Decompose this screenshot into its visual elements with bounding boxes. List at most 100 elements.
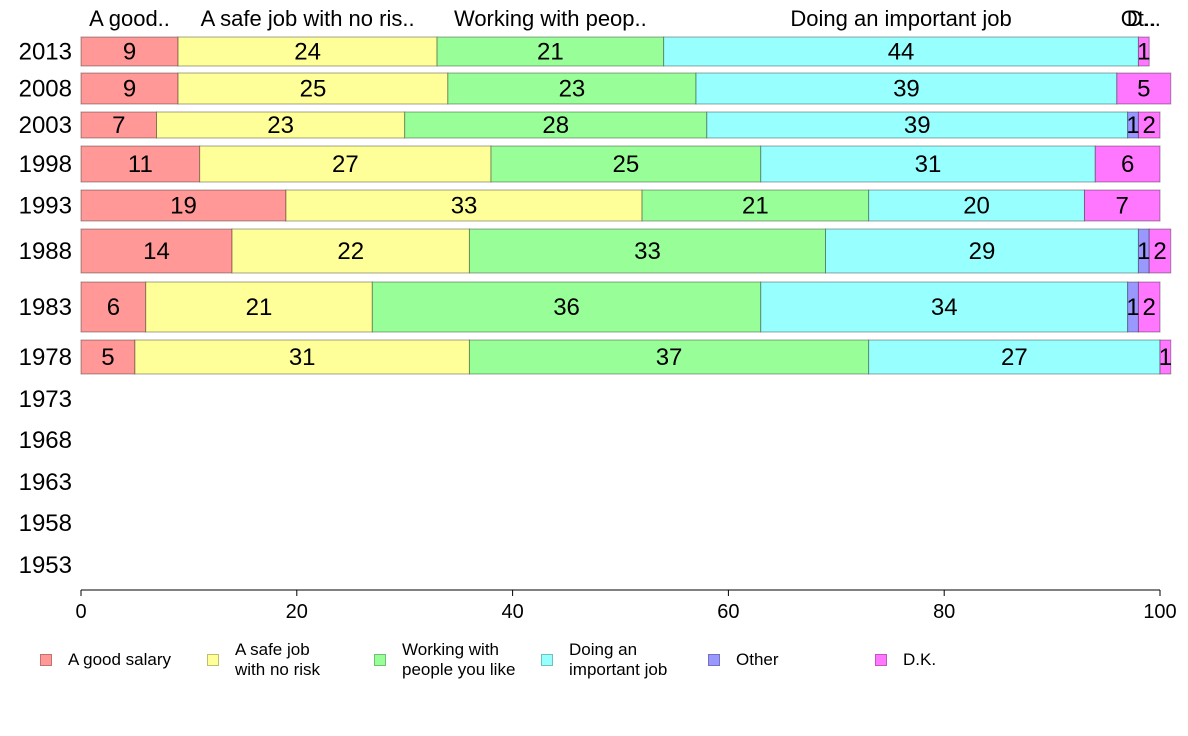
year-label-1988: 1988 xyxy=(19,238,72,265)
year-axis-labels: 2013 2008 2003 1998 1993 1988 1983 1978 1973 1968… xyxy=(19,39,72,580)
data-label-1993-a-good-salary: 19 xyxy=(170,193,197,220)
legend-label: Other xyxy=(736,650,779,669)
data-label-2003-other: 1 xyxy=(1126,112,1139,139)
data-label-1988-doing-an-important-job: 29 xyxy=(969,238,996,265)
legend-swatch xyxy=(708,654,720,666)
bar-1983-doing-an-important-job xyxy=(760,281,1129,333)
year-label-1993: 1993 xyxy=(19,193,72,220)
legend-swatch xyxy=(40,654,52,666)
bar-1998-working-with-people-you-like xyxy=(490,145,762,183)
data-label-2008-a-good-salary: 9 xyxy=(123,76,136,103)
bar-1988-d-k- xyxy=(1148,228,1172,274)
bar-1993-a-good-salary xyxy=(80,189,287,222)
data-label-1978-doing-an-important-job: 27 xyxy=(1001,344,1028,371)
data-label-2003-a-safe-job-with-no-risk: 23 xyxy=(267,112,294,139)
data-label-1983-doing-an-important-job: 34 xyxy=(931,294,958,321)
year-label-1958: 1958 xyxy=(19,510,72,537)
bar-1993-d-k- xyxy=(1083,189,1161,222)
bars-group: 9 24 21 44 19 25 23 39 57 23 28 39 1 211 27 25 31 619 33 21… xyxy=(80,36,1172,375)
data-label-1998-a-good-salary: 11 xyxy=(128,151,153,178)
year-label-1963: 1963 xyxy=(19,469,72,496)
bar-2013-doing-an-important-job xyxy=(663,36,1139,67)
bar-2008-a-good-salary xyxy=(80,72,179,105)
bar-1978-doing-an-important-job xyxy=(868,339,1161,375)
year-label-1998: 1998 xyxy=(19,151,72,178)
data-label-2013-d-k-: 1 xyxy=(1137,39,1150,66)
legend-swatch xyxy=(541,654,553,666)
bar-2008-doing-an-important-job xyxy=(695,72,1118,105)
bar-1983-d-k- xyxy=(1137,281,1161,333)
legend-swatch xyxy=(207,654,219,666)
data-label-2013-a-good-salary: 9 xyxy=(123,39,136,66)
data-label-2003-a-good-salary: 7 xyxy=(112,112,125,139)
year-label-1973: 1973 xyxy=(19,386,72,413)
legend-swatch xyxy=(875,654,887,666)
bar-1998-a-safe-job-with-no-risk xyxy=(199,145,492,183)
data-label-1983-a-safe-job-with-no-risk: 21 xyxy=(246,294,273,321)
data-label-2013-doing-an-important-job: 44 xyxy=(888,39,915,66)
data-label-2008-d-k-: 5 xyxy=(1137,76,1150,103)
data-label-2013-working-with-people-you-like: 21 xyxy=(537,39,564,66)
bar-1998-doing-an-important-job xyxy=(760,145,1096,183)
series-header-working-with-people-you-like: Working with peop.. xyxy=(454,6,647,31)
bar-1998-a-good-salary xyxy=(80,145,201,183)
data-label-1993-working-with-people-you-like: 21 xyxy=(742,193,769,220)
bar-2013-working-with-people-you-like xyxy=(436,36,665,67)
bar-1978-a-safe-job-with-no-risk xyxy=(134,339,470,375)
data-label-1998-doing-an-important-job: 31 xyxy=(915,151,942,178)
bar-1983-a-safe-job-with-no-risk xyxy=(145,281,373,333)
year-label-1983: 1983 xyxy=(19,294,72,321)
year-label-2003: 2003 xyxy=(19,112,72,139)
series-header-a-good-salary: A good.. xyxy=(89,6,170,31)
bar-2013-a-safe-job-with-no-risk xyxy=(177,36,438,67)
data-label-1983-a-good-salary: 6 xyxy=(107,294,120,321)
bar-1993-working-with-people-you-like xyxy=(641,189,870,222)
bar-1983-working-with-people-you-like xyxy=(371,281,762,333)
legend-item-other: Other xyxy=(708,640,779,670)
bar-2003-d-k- xyxy=(1137,111,1161,139)
bar-1998-d-k- xyxy=(1094,145,1161,183)
bar-2008-working-with-people-you-like xyxy=(447,72,697,105)
data-label-1978-working-with-people-you-like: 37 xyxy=(656,344,683,371)
data-label-1978-a-safe-job-with-no-risk: 31 xyxy=(289,344,316,371)
legend: A good salary A safe job with no risk Work… xyxy=(0,640,1188,700)
legend-label: Doing an important job xyxy=(569,640,668,679)
data-label-1983-other: 1 xyxy=(1126,294,1139,321)
legend-label: Working with people you like xyxy=(402,640,516,679)
series-header-labels: A good.. A safe job with no ris.. Working … xyxy=(89,6,1161,31)
legend-label: A good salary xyxy=(68,650,172,669)
data-label-2003-d-k-: 2 xyxy=(1143,112,1156,139)
bar-2003-working-with-people-you-like xyxy=(404,111,708,139)
bar-2008-a-safe-job-with-no-risk xyxy=(177,72,449,105)
bar-2008-d-k- xyxy=(1116,72,1172,105)
legend-item-a-safe-job-with-no-risk: A safe job with no risk xyxy=(207,640,320,680)
bar-1993-a-safe-job-with-no-risk xyxy=(285,189,643,222)
data-label-1993-d-k-: 7 xyxy=(1116,193,1129,220)
legend-item-d-k-: D.K. xyxy=(875,640,936,670)
series-header-other: Ot.. xyxy=(1121,6,1156,31)
data-label-1988-d-k-: 2 xyxy=(1153,238,1166,265)
bar-1988-working-with-people-you-like xyxy=(468,228,827,274)
legend-label: D.K. xyxy=(903,650,937,669)
data-label-2003-working-with-people-you-like: 28 xyxy=(542,112,569,139)
bar-2013-a-good-salary xyxy=(80,36,179,67)
data-label-2008-doing-an-important-job: 39 xyxy=(893,76,920,103)
legend-item-doing-an-important-job: Doing an important job xyxy=(541,640,667,680)
bar-1978-d-k- xyxy=(1159,339,1172,375)
bar-2003-a-safe-job-with-no-risk xyxy=(156,111,406,139)
year-label-1968: 1968 xyxy=(19,427,72,454)
bar-2013-d-k- xyxy=(1137,36,1150,67)
legend-item-working-with-people-you-like: Working with people you like xyxy=(374,640,515,680)
bar-1993-doing-an-important-job xyxy=(868,189,1085,222)
data-label-1983-working-with-people-you-like: 36 xyxy=(553,294,580,321)
year-label-1953: 1953 xyxy=(19,552,72,579)
data-label-2013-a-safe-job-with-no-risk: 24 xyxy=(294,39,321,66)
x-tick-label-40: 40 xyxy=(501,601,523,623)
bar-1988-a-good-salary xyxy=(80,228,233,274)
data-label-1978-a-good-salary: 5 xyxy=(101,344,114,371)
data-label-1988-a-good-salary: 14 xyxy=(143,238,170,265)
data-label-1998-a-safe-job-with-no-risk: 27 xyxy=(332,151,359,178)
legend-swatch xyxy=(374,654,386,666)
data-label-2008-working-with-people-you-like: 23 xyxy=(559,76,586,103)
